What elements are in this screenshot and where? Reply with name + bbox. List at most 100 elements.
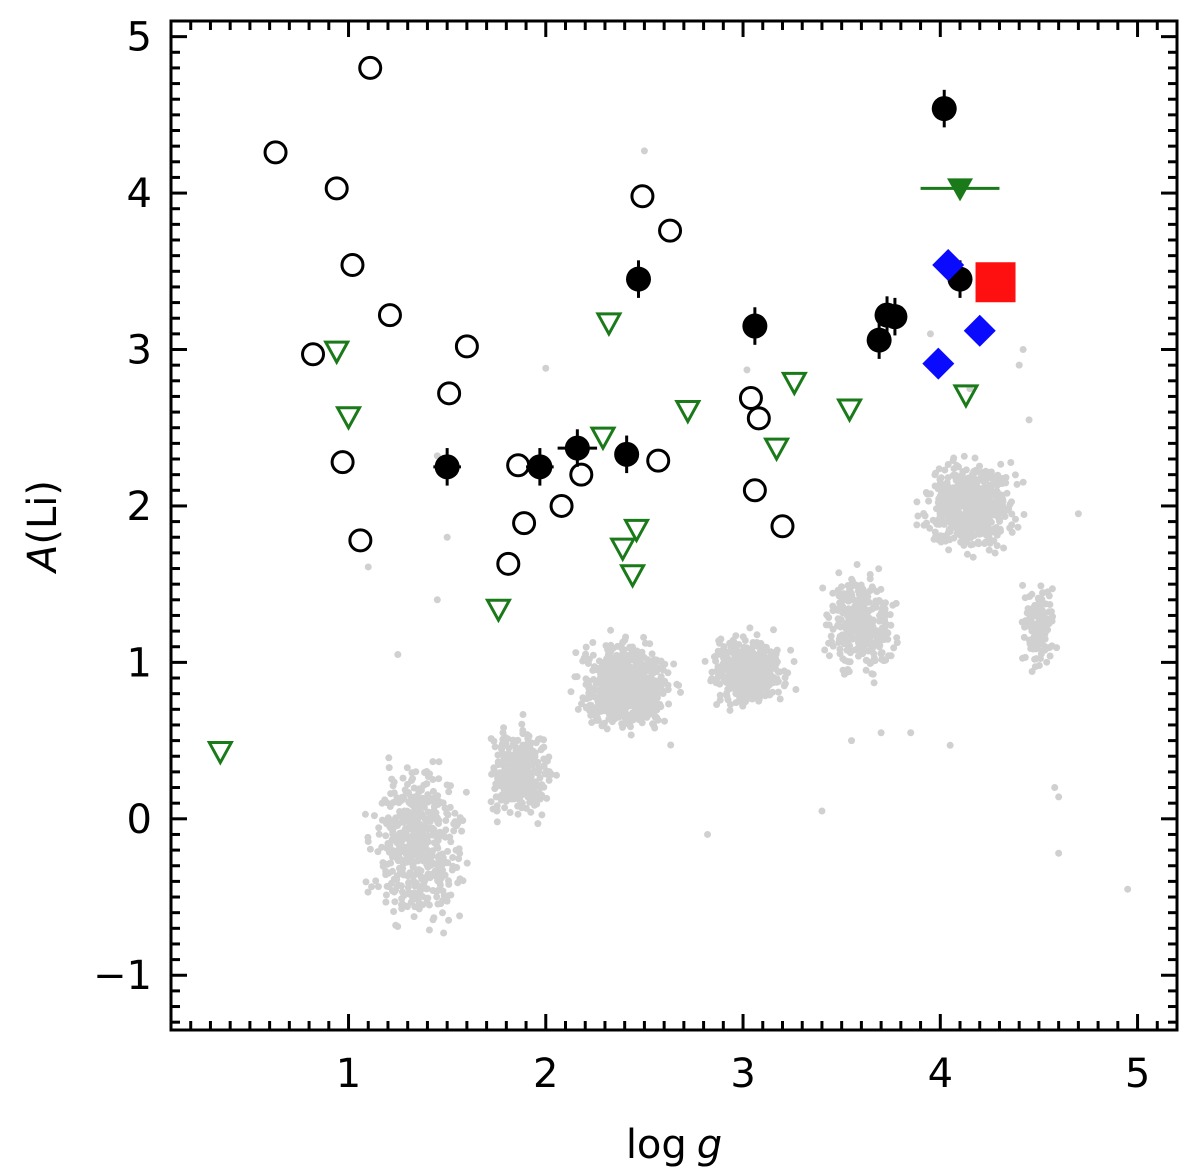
background-star-point [382,832,390,840]
background-star-point [1124,885,1132,893]
background-star-point [433,893,441,901]
open-circle-point [263,140,288,165]
background-star-point [410,913,418,921]
background-star-point [553,771,560,779]
background-star-point [425,926,433,934]
background-star-point [852,618,860,626]
background-star-point [410,784,418,792]
background-star-point [756,648,764,656]
background-star-point [599,675,607,683]
background-star-point [840,596,848,604]
background-star-point [527,808,535,816]
background-star-point [444,892,452,900]
background-star-point [643,713,651,721]
background-star-point [462,788,470,796]
background-star-point [387,825,395,832]
background-star-point [438,861,445,869]
filled-circle-point [527,454,553,480]
background-star-point [1001,513,1009,520]
open-circle-point [742,478,767,503]
background-star-point [962,536,970,544]
background-star-point [773,658,781,666]
background-star-point [925,497,933,505]
open-circle-point [348,528,373,553]
background-star-point [981,501,989,509]
background-star-point [463,859,471,867]
background-star-point [946,741,954,749]
background-star-point [408,871,416,879]
upper-limit-point [589,426,617,452]
background-star-point [968,508,976,516]
background-star-point [610,661,618,669]
background-star-point [944,508,952,516]
background-star-point [1012,515,1019,523]
background-star-point [987,468,995,476]
background-star-point [497,796,505,804]
background-star-point [627,723,634,731]
background-star-point [567,688,575,696]
x-tick-label: 4 [928,1051,953,1097]
background-star-point [997,460,1005,468]
background-star-point [439,897,447,905]
background-star-point [640,698,648,706]
background-star-point [443,781,451,789]
background-star-point [940,520,948,528]
background-star-point [844,638,852,646]
background-star-point [940,496,948,504]
background-star-point [504,751,512,759]
background-star-point [403,764,411,772]
filled-circle-point [614,441,640,467]
background-star-point [396,849,404,857]
background-star-point [741,637,749,644]
background-star-point [825,614,833,621]
background-star-point [652,658,660,666]
background-star-point [862,596,870,603]
background-star-point [1006,500,1014,508]
background-star-point [445,880,453,888]
background-star-point [509,736,517,744]
background-star-point [846,596,854,604]
background-star-point [704,830,712,838]
background-star-point [665,700,673,708]
background-star-point [398,795,406,803]
background-star-point [405,879,412,887]
background-star-point [364,563,372,571]
background-star-point [657,673,665,681]
background-star-point [545,776,553,784]
background-star-point [1074,510,1082,518]
open-circle-point [301,342,326,367]
filled-circle-point [866,327,892,353]
background-star-point [626,712,634,719]
open-circle-point [437,381,462,406]
background-stars-layer [361,147,1132,937]
background-star-point [739,683,746,691]
background-star-point [873,588,881,595]
background-star-point [427,870,435,878]
background-star-point [960,502,968,510]
background-star-point [867,659,875,667]
background-star-point [882,656,890,664]
background-star-point [822,621,830,629]
background-star-point [648,676,656,684]
background-star-point [545,768,553,776]
background-star-point [450,827,458,835]
background-star-point [741,673,748,681]
background-star-point [364,888,372,896]
open-circle-point [746,406,771,431]
background-star-point [886,611,894,619]
background-star-point [389,867,396,875]
upper-limit-point [323,340,351,366]
background-star-point [827,632,835,640]
background-star-point [974,538,982,546]
background-star-point [653,694,661,702]
background-star-point [530,792,538,800]
background-star-point [835,569,843,577]
background-star-point [656,700,664,708]
background-star-point [1013,480,1021,488]
background-star-point [540,783,548,791]
background-star-point [589,639,597,646]
background-star-point [877,729,885,737]
background-star-point [857,587,865,595]
open-circle-point [738,386,763,411]
background-star-point [835,635,843,643]
